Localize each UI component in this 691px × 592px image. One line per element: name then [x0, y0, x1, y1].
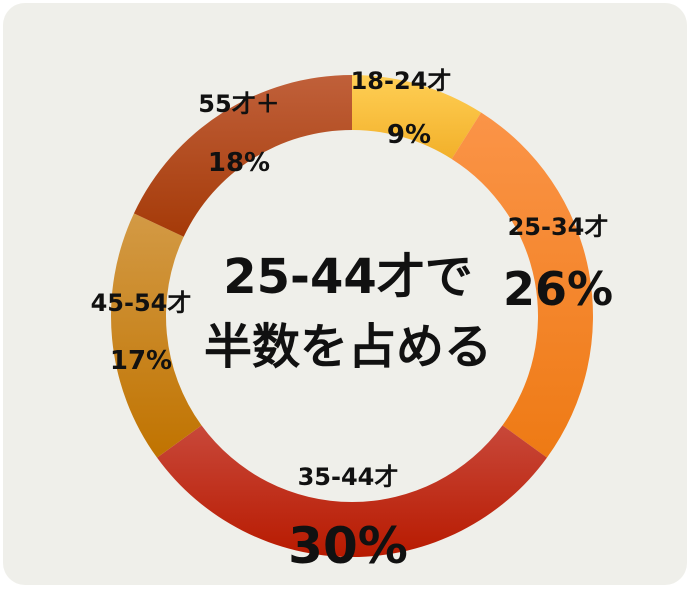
donut-slice-2 — [451, 112, 593, 458]
slice-category-label-2: 25-34才 — [508, 213, 609, 241]
slice-value-label-3: 30% — [288, 517, 408, 575]
chart-card: 18-24才 9% 25-34才 26% 35-44才 30% 45-54才 17% 55才＋ 1… — [3, 3, 687, 585]
slice-value-label-5: 18% — [208, 148, 270, 178]
donut-slice-5 — [133, 75, 352, 237]
center-text-line-1: 25-44才で — [223, 249, 473, 305]
slice-category-label-5: 55才＋ — [198, 90, 279, 118]
donut-chart: 18-24才 9% 25-34才 26% 35-44才 30% 45-54才 17% 55才＋ 1… — [91, 67, 613, 575]
slice-category-label-4: 45-54才 — [91, 289, 192, 317]
slice-category-label-1: 18-24才 — [351, 67, 452, 95]
donut-slice-3 — [157, 425, 547, 558]
slice-value-label-4: 17% — [110, 346, 172, 376]
slice-category-label-3: 35-44才 — [298, 463, 399, 491]
center-text-line-2: 半数を占める — [204, 319, 492, 375]
donut-slice-4 — [111, 213, 202, 458]
slice-value-label-1: 9% — [387, 120, 431, 150]
donut-slice-1 — [352, 75, 482, 159]
slice-value-label-2: 26% — [503, 262, 613, 316]
